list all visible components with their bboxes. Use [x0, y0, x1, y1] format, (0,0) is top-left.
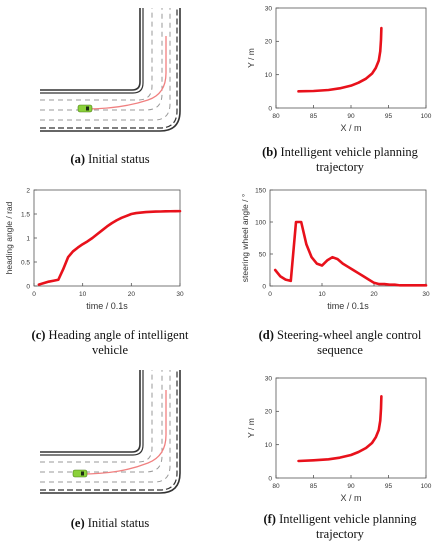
planned-path	[84, 36, 167, 110]
x-tick-label: 20	[128, 291, 136, 298]
x-tick-label: 100	[421, 483, 432, 490]
vehicle-windshield	[81, 471, 84, 476]
panel-d: 0 10 20 30 0 50 100 150 time / 0.1s steering whee…	[236, 182, 440, 322]
panel-a	[30, 8, 190, 136]
x-tick-label: 95	[385, 113, 393, 120]
x-tick-label: 95	[385, 483, 393, 490]
series-line	[273, 220, 428, 287]
lane-divider-3	[40, 8, 171, 121]
road-outer-edge	[40, 370, 181, 494]
x-tick-label: 85	[310, 483, 318, 490]
lane-divider-1	[40, 8, 153, 101]
x-tick-label: 0	[268, 291, 272, 298]
x-tick-label: 85	[310, 113, 318, 120]
x-tick-label: 80	[272, 483, 280, 490]
y-tick-label: 0	[268, 475, 272, 482]
y-tick-label: 1	[26, 235, 30, 242]
y-axis-label: Y / m	[246, 418, 256, 438]
panel-b: 80 85 90 95 100 0 10 20 30 X / m Y / m	[238, 0, 438, 140]
y-tick-label: 50	[259, 251, 267, 258]
y-tick-label: 2	[26, 187, 30, 194]
lane-divider-1	[40, 370, 153, 463]
y-tick-label: 30	[265, 5, 273, 12]
y-tick-label: 1.5	[21, 211, 30, 218]
x-tick-label: 100	[421, 113, 432, 120]
caption-a: (a) Initial status	[70, 152, 150, 166]
x-axis-label: time / 0.1s	[86, 301, 128, 311]
y-axis-label: steering wheel angle / °	[240, 194, 250, 282]
road-outer-edge-double	[40, 370, 178, 491]
lane-divider-2	[40, 8, 163, 111]
y-tick-label: 20	[265, 39, 273, 46]
y-tick-label: 0	[262, 283, 266, 290]
planned-path	[79, 390, 167, 475]
panel-f: 80 85 90 95 100 0 10 20 30 X / m Y / m	[238, 370, 438, 510]
chart-f: 80 85 90 95 100 0 10 20 30 X / m Y / m	[246, 375, 432, 503]
x-tick-label: 10	[79, 291, 87, 298]
series-line	[297, 395, 383, 463]
series-line	[297, 26, 383, 93]
x-axis-label: X / m	[340, 493, 361, 503]
y-tick-label: 10	[265, 442, 273, 449]
vehicle	[77, 104, 93, 113]
caption-b: (b) Intelligent vehicle planning traject…	[262, 145, 418, 174]
lane-divider-3	[40, 370, 171, 483]
caption-d: (d) Steering-wheel angle control sequenc…	[258, 328, 422, 357]
vehicle	[72, 469, 88, 478]
road-inner-edge	[40, 370, 141, 453]
x-tick-label: 80	[272, 113, 280, 120]
vehicle-windshield	[86, 106, 89, 111]
caption-c: (c) Heading angle of intelligent vehicle	[31, 328, 189, 357]
y-tick-label: 0.5	[21, 259, 30, 266]
road-inner-edge	[40, 8, 141, 91]
road-outer-edge-double	[40, 8, 178, 129]
y-tick-label: 100	[255, 219, 266, 226]
x-axis-label: X / m	[340, 123, 361, 133]
y-tick-label: 0	[26, 283, 30, 290]
panel-e	[30, 370, 190, 498]
x-tick-label: 10	[318, 291, 326, 298]
y-tick-label: 0	[268, 105, 272, 112]
road-inner-edge-double	[40, 370, 144, 456]
x-tick-label: 30	[176, 291, 184, 298]
lane-divider-2	[40, 370, 163, 473]
road-scene-e	[40, 370, 181, 494]
series-line	[37, 209, 182, 286]
x-tick-label: 90	[347, 113, 355, 120]
panel-c: 0 10 20 30 0 0.5 1 1.5 2 time / 0.1s heading angle…	[0, 182, 200, 322]
road-scene-a	[40, 8, 181, 132]
y-axis-label: heading angle / rad	[4, 201, 14, 274]
x-tick-label: 20	[370, 291, 378, 298]
x-tick-label: 0	[32, 291, 36, 298]
x-tick-label: 90	[347, 483, 355, 490]
y-axis-label: Y / m	[246, 48, 256, 68]
plot-frame	[275, 377, 427, 479]
chart-d: 0 10 20 30 0 50 100 150 time / 0.1s steering whee…	[240, 187, 430, 311]
caption-f: (f) Intelligent vehicle planning traject…	[263, 512, 417, 541]
y-tick-label: 10	[265, 72, 273, 79]
y-tick-label: 30	[265, 375, 273, 382]
road-outer-edge	[40, 8, 181, 132]
plot-frame	[33, 189, 181, 287]
chart-b: 80 85 90 95 100 0 10 20 30 X / m Y / m	[246, 5, 432, 133]
x-axis-label: time / 0.1s	[327, 301, 369, 311]
plot-frame	[275, 7, 427, 109]
x-tick-label: 30	[422, 291, 430, 298]
road-inner-edge-double	[40, 8, 144, 94]
y-tick-label: 20	[265, 409, 273, 416]
caption-e: (e) Initial status	[70, 516, 150, 530]
chart-c: 0 10 20 30 0 0.5 1 1.5 2 time / 0.1s heading angle…	[4, 187, 184, 311]
y-tick-label: 150	[255, 187, 266, 194]
plot-frame	[269, 189, 427, 287]
